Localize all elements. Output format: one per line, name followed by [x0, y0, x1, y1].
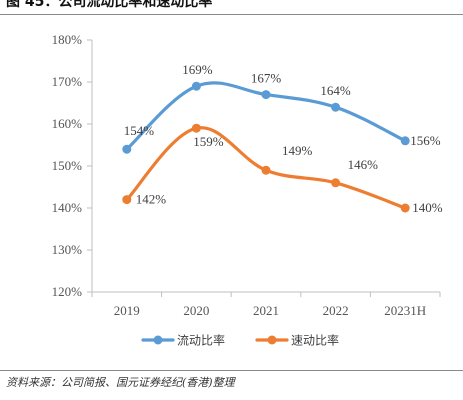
data-point: [331, 102, 341, 112]
legend-label-2: 速动比率: [291, 333, 339, 348]
x-tick-label: 2022: [323, 303, 349, 318]
source-note: 资料来源：公司简报、国元证券经纪(香港)整理: [6, 376, 235, 389]
data-point: [400, 136, 410, 146]
x-tick-label: 2021: [253, 303, 279, 318]
y-tick-label: 130%: [52, 242, 83, 257]
x-tick-label: 20231H: [384, 303, 426, 318]
data-point: [191, 81, 201, 91]
legend-marker-2: [267, 335, 277, 345]
source-divider: [0, 370, 463, 371]
legend-marker-1: [153, 335, 163, 345]
data-label: 146%: [348, 157, 379, 172]
data-point: [122, 144, 132, 154]
data-label: 167%: [251, 71, 282, 86]
y-tick-label: 150%: [52, 158, 83, 173]
data-point: [261, 90, 271, 100]
data-point: [191, 123, 201, 133]
data-point: [331, 178, 341, 188]
data-point: [122, 195, 132, 205]
data-label: 159%: [193, 134, 224, 149]
y-tick-label: 170%: [52, 74, 83, 89]
legend-label-1: 流动比率: [177, 333, 225, 348]
chart-title: 图 45：公司流动比率和速动比率: [6, 0, 213, 10]
y-tick-label: 140%: [52, 200, 83, 215]
data-point: [400, 203, 410, 213]
data-label: 149%: [282, 143, 313, 158]
data-label: 140%: [412, 200, 443, 215]
x-tick-label: 2020: [183, 303, 209, 318]
y-tick-label: 160%: [52, 116, 83, 131]
data-label: 169%: [182, 62, 213, 77]
y-tick-label: 180%: [52, 32, 83, 47]
title-divider: [0, 14, 463, 15]
y-tick-label: 120%: [52, 284, 83, 299]
data-label: 156%: [410, 133, 441, 148]
x-tick-label: 2019: [114, 303, 140, 318]
data-point: [261, 165, 271, 175]
data-label: 142%: [136, 192, 167, 207]
data-label: 164%: [320, 83, 351, 98]
data-label: 154%: [124, 123, 155, 138]
